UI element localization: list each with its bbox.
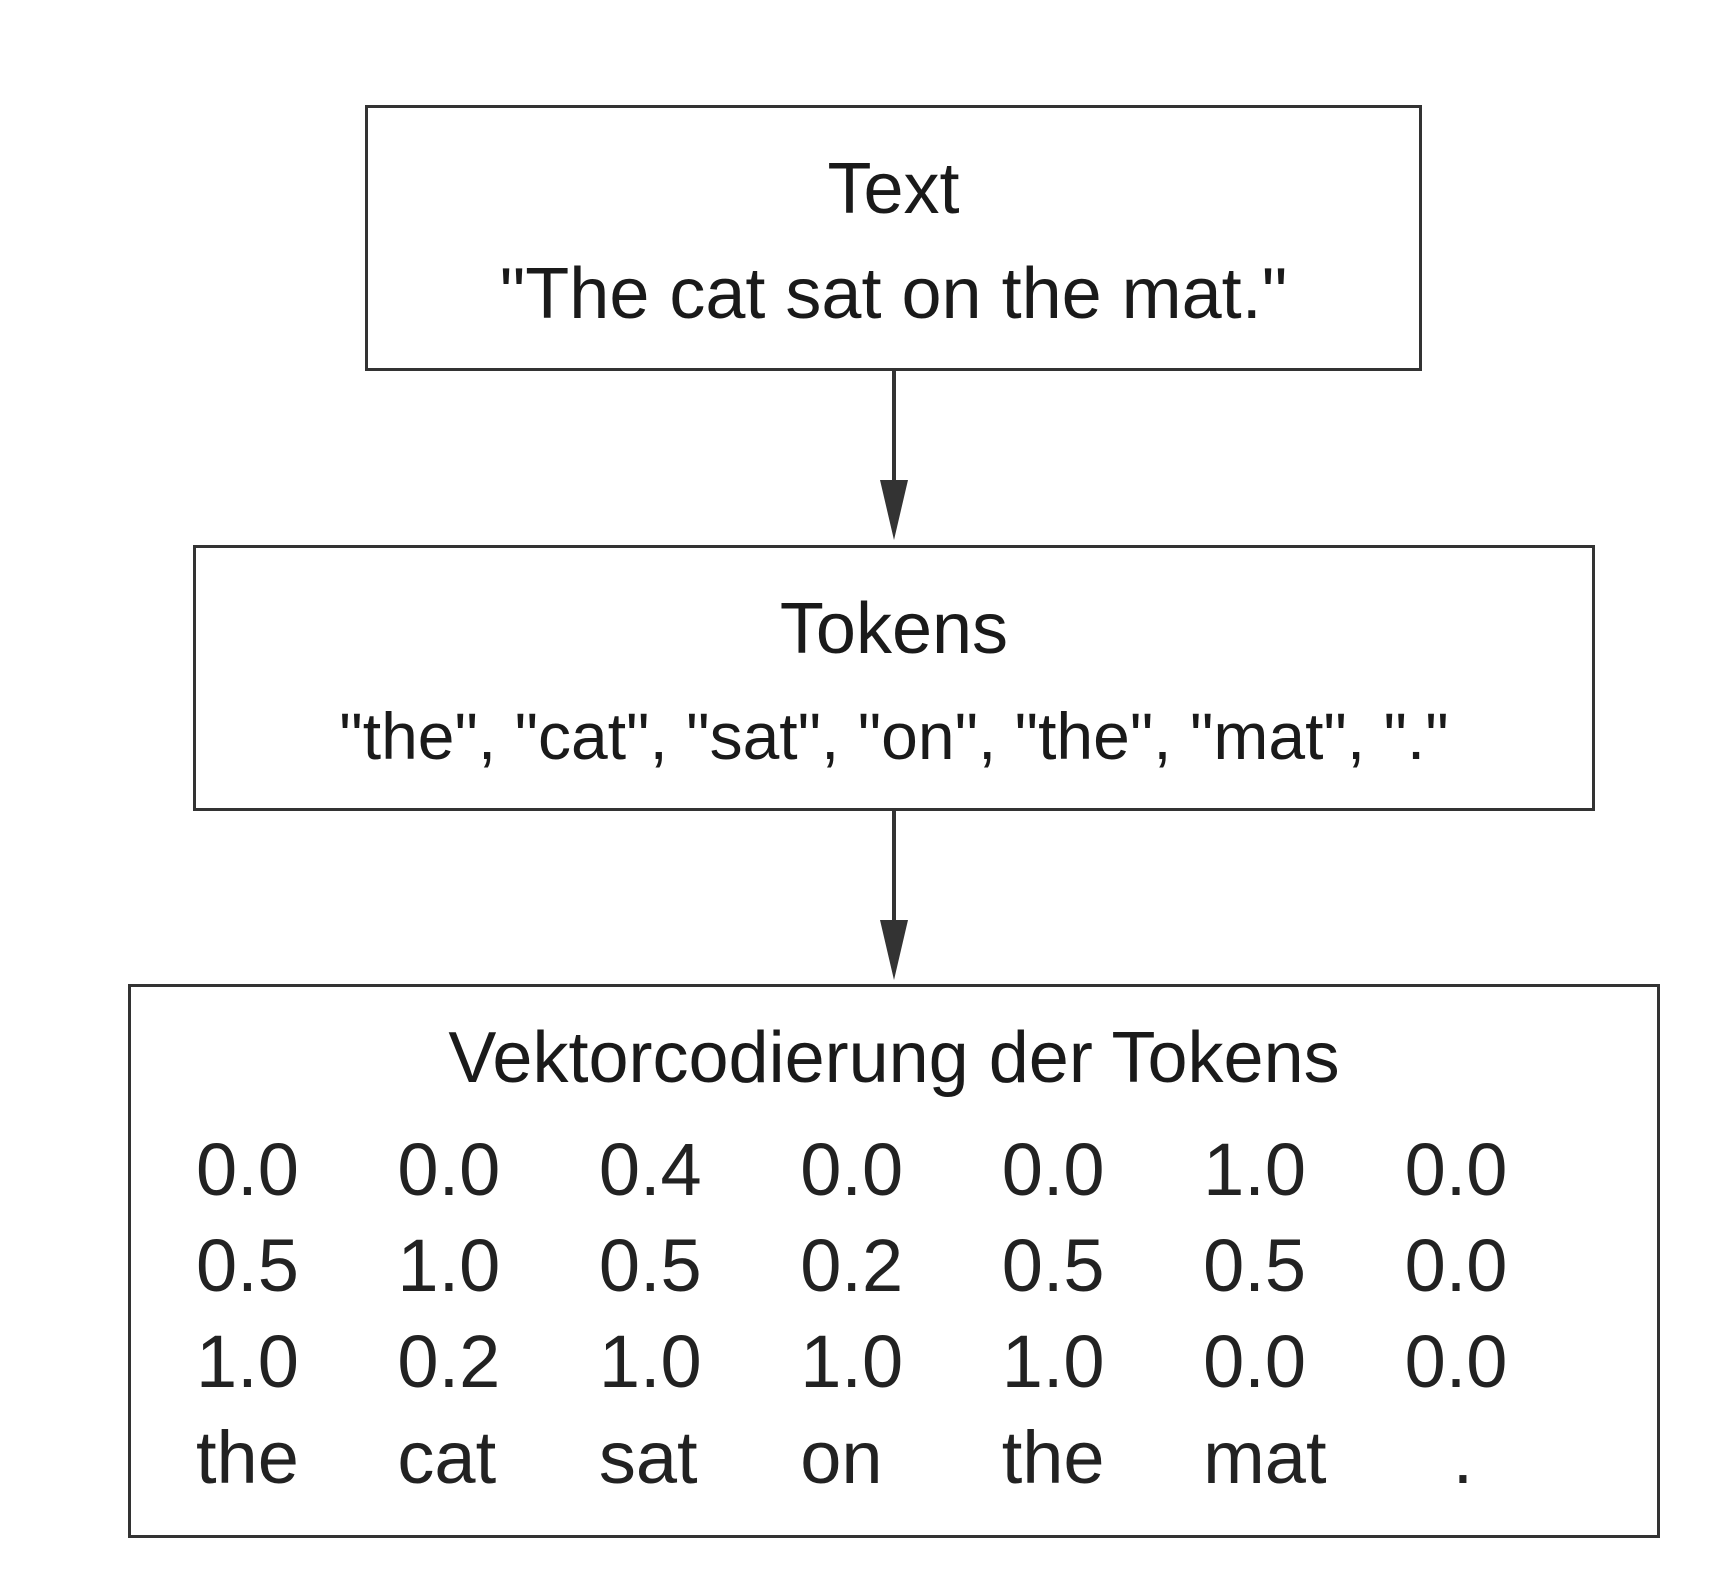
matrix-cell: 0.0: [1001, 1128, 1105, 1211]
vector-encoding-box: Vektorcodierung der Tokens 0.0 0.0 0.4 0…: [128, 984, 1660, 1538]
matrix-cell: 0.0: [1404, 1224, 1508, 1307]
matrix-cell: 1.0: [397, 1224, 501, 1307]
token-label: cat: [397, 1416, 497, 1499]
token-label: mat: [1203, 1416, 1327, 1499]
arrow-text-to-tokens: [880, 371, 908, 540]
matrix-cell: 0.5: [196, 1224, 299, 1307]
tokens-box-list: "the", "cat", "sat", "on", "the", "mat",…: [339, 699, 1449, 773]
vector-encoding-title: Vektorcodierung der Tokens: [448, 1018, 1340, 1098]
matrix-cell: 0.5: [1203, 1224, 1307, 1307]
text-box-title: Text: [827, 149, 960, 229]
matrix-cell: 0.0: [800, 1128, 904, 1211]
matrix-cell: 0.0: [1404, 1320, 1508, 1403]
matrix-cell: 0.5: [598, 1224, 702, 1307]
matrix-cell: 1.0: [196, 1320, 299, 1403]
tokens-box-title: Tokens: [779, 589, 1009, 669]
matrix-cell: 1.0: [1203, 1128, 1307, 1211]
matrix-cell: 0.0: [397, 1128, 501, 1211]
vector-matrix: 0.0 0.0 0.4 0.0 0.0 1.0 0.0 0.5 1.0 0.5 …: [196, 1122, 1606, 1506]
arrow-tokens-to-vectors: [880, 811, 908, 980]
matrix-cell: 0.0: [1404, 1128, 1508, 1211]
tokens-box: Tokens "the", "cat", "sat", "on", "the",…: [193, 545, 1595, 811]
matrix-cell: 1.0: [800, 1320, 904, 1403]
token-label: on: [800, 1416, 883, 1499]
token-label: the: [1001, 1416, 1105, 1499]
matrix-cell: 0.5: [1001, 1224, 1105, 1307]
token-label: the: [196, 1416, 299, 1499]
matrix-cell: 0.4: [598, 1128, 702, 1211]
token-label: .: [1452, 1416, 1474, 1499]
matrix-cell: 1.0: [598, 1320, 702, 1403]
matrix-cell: 1.0: [1001, 1320, 1105, 1403]
matrix-cell: 0.0: [196, 1128, 299, 1211]
token-label: sat: [598, 1416, 698, 1499]
matrix-cell: 0.0: [1203, 1320, 1307, 1403]
matrix-cell: 0.2: [800, 1224, 904, 1307]
text-box: Text "The cat sat on the mat.": [365, 105, 1422, 371]
text-box-sentence: "The cat sat on the mat.": [499, 254, 1288, 334]
matrix-cell: 0.2: [397, 1320, 501, 1403]
